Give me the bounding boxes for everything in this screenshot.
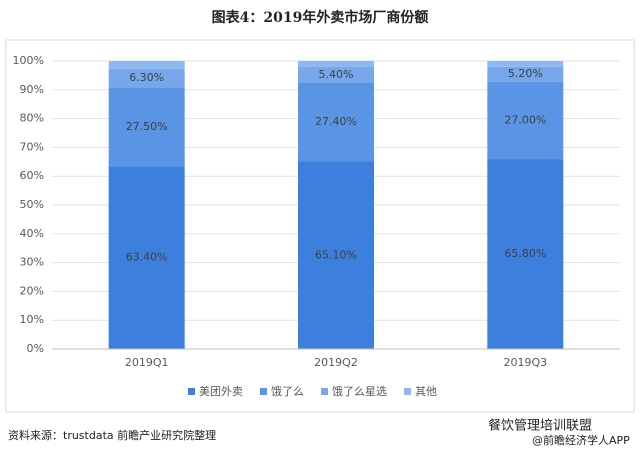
legend-swatch <box>188 388 195 395</box>
chart-frame <box>5 39 635 413</box>
bar-segment <box>487 81 564 160</box>
data-label: 27.50% <box>126 120 168 133</box>
data-label: 5.20% <box>508 67 543 80</box>
bar-segment <box>298 61 374 68</box>
bar-segment <box>108 166 185 349</box>
data-label: 27.00% <box>504 114 546 127</box>
watermark-account: 餐饮管理培训联盟 <box>488 418 592 434</box>
legend-swatch <box>260 388 267 395</box>
legend-label: 美团外卖 <box>199 385 243 398</box>
bar-segment <box>108 87 185 167</box>
bar-segment <box>298 82 374 162</box>
x-tick-label: 2019Q2 <box>314 356 358 369</box>
legend-swatch <box>404 388 411 395</box>
y-tick-label: 0% <box>27 342 44 355</box>
chart-title: 图表4：2019年外卖市场厂商份额 <box>212 9 429 26</box>
y-tick-label: 50% <box>20 198 44 211</box>
source: 资料来源：trustdata 前瞻产业研究院整理 <box>8 428 216 442</box>
data-label: 6.30% <box>129 71 164 84</box>
x-tick-label: 2019Q1 <box>125 356 169 369</box>
y-tick-label: 20% <box>20 284 44 297</box>
data-label: 5.40% <box>319 68 354 81</box>
bar-segment <box>487 61 564 67</box>
y-tick-label: 80% <box>20 112 44 125</box>
bar-segment <box>298 161 374 349</box>
y-tick-label: 90% <box>20 83 44 96</box>
bar-segment <box>487 66 564 82</box>
bar-segment <box>298 67 374 83</box>
bar-segment <box>487 159 564 349</box>
y-tick-label: 30% <box>20 256 44 269</box>
y-tick-label: 10% <box>20 313 44 326</box>
legend-label: 饿了么 <box>271 384 304 398</box>
legend-swatch <box>321 388 328 395</box>
data-label: 65.80% <box>504 247 546 260</box>
data-label: 27.40% <box>315 115 357 128</box>
y-tick-label: 100% <box>13 54 44 67</box>
bar-segment <box>108 61 185 70</box>
watermark-app: @前瞻经济学人APP <box>532 433 630 447</box>
legend-label: 饿了么星选 <box>332 384 387 398</box>
y-tick-label: 60% <box>20 169 44 182</box>
bar-segment <box>108 69 185 88</box>
data-label: 63.40% <box>126 251 168 264</box>
data-label: 65.10% <box>315 248 357 261</box>
legend-label: 其他 <box>415 385 437 398</box>
y-tick-label: 40% <box>20 227 44 240</box>
y-tick-label: 70% <box>20 140 44 153</box>
x-tick-label: 2019Q3 <box>504 356 548 369</box>
